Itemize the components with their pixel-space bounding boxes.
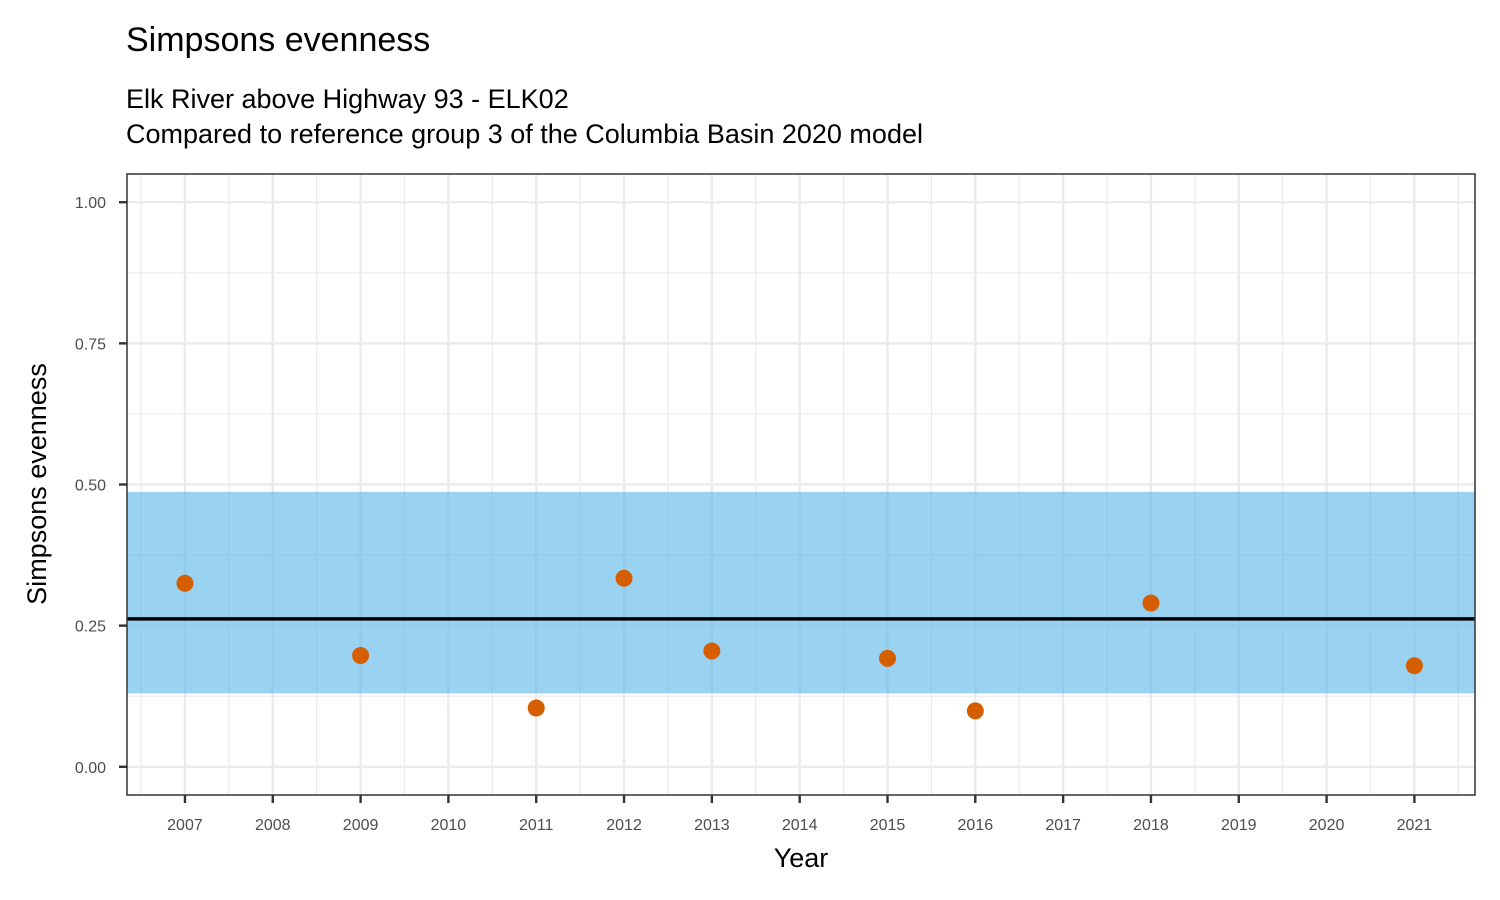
data-point (176, 574, 194, 592)
data-point (615, 569, 633, 587)
x-tick-label: 2015 (870, 817, 906, 834)
y-tick-label: 1.00 (75, 195, 106, 212)
chart-title: Simpsons evenness (126, 21, 430, 59)
x-tick-label: 2013 (694, 817, 730, 834)
x-tick-label: 2008 (255, 817, 291, 834)
data-point (966, 702, 984, 720)
data-point (527, 699, 545, 717)
x-tick-label: 2018 (1133, 817, 1169, 834)
y-tick-label: 0.75 (75, 336, 106, 353)
x-tick-label: 2011 (519, 817, 554, 834)
x-tick-label: 2019 (1221, 817, 1257, 834)
x-axis-label: Year (774, 843, 829, 873)
x-axis-ticks: 2007 2008 2009 2010 2011 2012 2013 2014 2015 2016… (167, 795, 1432, 834)
grid (127, 174, 1475, 795)
x-tick-label: 2010 (431, 817, 467, 834)
x-tick-label: 2014 (782, 817, 818, 834)
y-tick-label: 0.25 (75, 619, 106, 636)
data-point (352, 647, 370, 665)
x-tick-label: 2020 (1309, 817, 1345, 834)
reference-band (127, 491, 1475, 694)
x-tick-label: 2007 (167, 817, 203, 834)
x-tick-label: 2009 (343, 817, 379, 834)
reference-band-layer (127, 491, 1475, 694)
data-point (879, 649, 897, 667)
x-tick-label: 2012 (606, 817, 642, 834)
x-tick-label: 2021 (1397, 817, 1433, 834)
y-tick-label: 0.50 (75, 478, 106, 495)
data-point (703, 642, 721, 660)
y-axis-ticks: 0.00 0.25 0.50 0.75 1.00 (75, 195, 127, 777)
y-axis-label: Simpsons evenness (22, 363, 52, 605)
chart-subtitle-line-1: Elk River above Highway 93 - ELK02 (126, 84, 569, 114)
x-tick-label: 2016 (958, 817, 994, 834)
y-tick-label: 0.00 (75, 760, 106, 777)
data-point (1405, 657, 1423, 675)
data-point (1142, 594, 1160, 612)
chart-subtitle-line-2: Compared to reference group 3 of the Col… (126, 119, 923, 149)
x-tick-label: 2017 (1045, 817, 1081, 834)
data-points (176, 569, 1423, 720)
